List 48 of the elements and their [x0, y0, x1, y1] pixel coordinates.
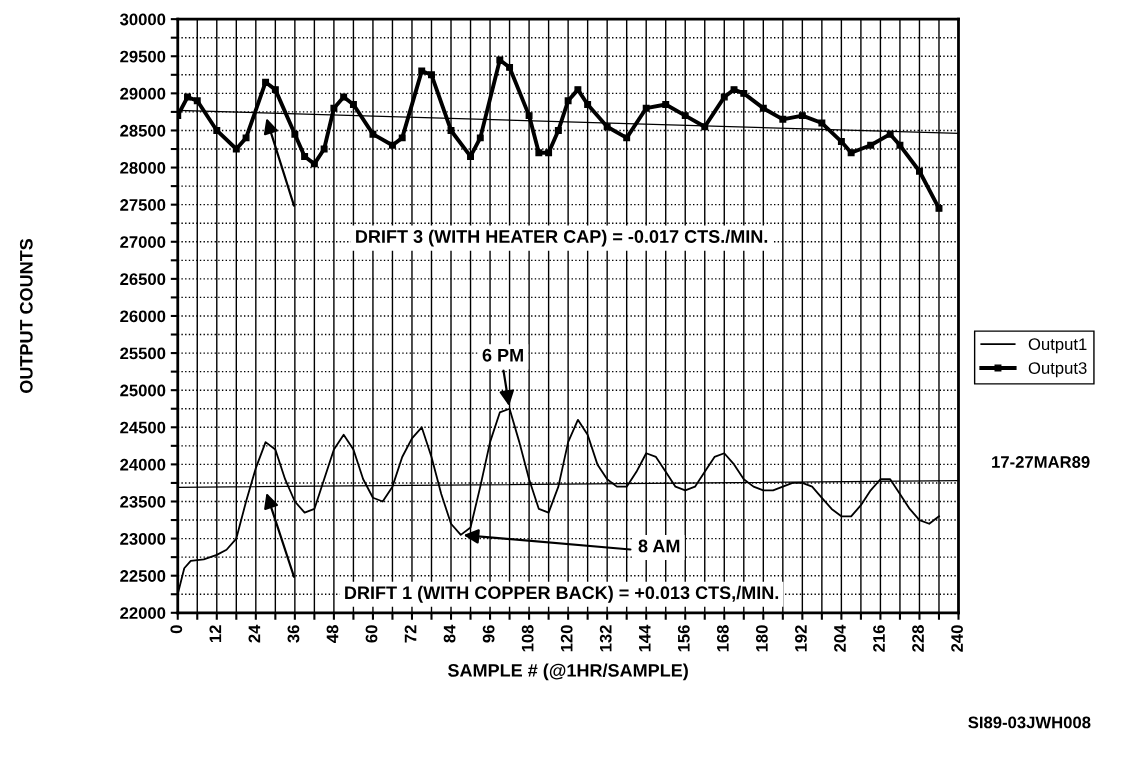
x-tick-label: 132 [599, 625, 612, 652]
text: 17-27MAR89 [992, 456, 1090, 468]
y-tick-label: 26500 [120, 273, 166, 286]
y-tick-label: 28000 [120, 161, 166, 174]
x-tick-label: 24 [248, 624, 261, 643]
x-tick-label: 0 [170, 625, 183, 634]
x-tick-label: 204 [834, 624, 846, 652]
y-tick-label: 28500 [120, 124, 166, 137]
y-tick-label: 27500 [120, 199, 166, 211]
x-tick-label: 72 [404, 625, 417, 643]
x-tick-label: 192 [795, 625, 807, 652]
x-tick-label: 12 [209, 625, 222, 643]
y-tick-label: 30000 [119, 13, 166, 26]
x-tick-label: 156 [677, 625, 690, 652]
x-tick-label: 108 [521, 625, 534, 652]
x-tick-label: 84 [443, 624, 456, 643]
y-tick-label: 22500 [120, 570, 166, 582]
y-tick-label: 29000 [120, 87, 166, 100]
y-tick-label: 25000 [120, 384, 166, 397]
annotation: 8 AM [638, 539, 680, 553]
y-tick-label: 24000 [120, 458, 166, 471]
x-tick-label: 228 [912, 625, 924, 652]
y-tick-label: 27000 [120, 236, 166, 248]
y-tick-label: 24500 [120, 421, 166, 434]
x-tick-label: 48 [326, 625, 339, 643]
x-tick-label: 168 [716, 625, 729, 652]
x-tick-label: 60 [365, 625, 378, 643]
annotation: 6 PM [482, 348, 523, 362]
y-tick-label: 26000 [120, 310, 166, 323]
y-tick-label: 23000 [120, 532, 166, 545]
legend-label: Output1 [1028, 338, 1087, 354]
y-axis-title: OUTPUT COUNTS [19, 238, 33, 393]
y-tick-label: 23500 [120, 495, 166, 508]
text: SI89-03JWH008 [968, 716, 1091, 729]
x-tick-label: 144 [639, 624, 651, 652]
x-tick-label: 96 [482, 625, 495, 643]
x-tick-label: 216 [873, 625, 885, 652]
y-tick-label: 22000 [120, 607, 166, 619]
x-tick-label: 240 [951, 625, 963, 652]
annotation: DRIFT 1 (WITH COPPER BACK) = +0.013 CTS,/MIN. [345, 585, 779, 603]
y-tick-label: 29500 [120, 50, 166, 63]
annotation: DRIFT 3 (WITH HEATER CAP) = -0.017 CTS./MIN. [356, 229, 768, 247]
legend-label: Output3 [1028, 362, 1087, 378]
y-tick-label: 25500 [120, 347, 166, 360]
x-tick-label: 36 [287, 625, 300, 643]
x-tick-label: 180 [755, 625, 768, 652]
x-axis-title: SAMPLE # (@1HR/SAMPLE) [447, 663, 688, 681]
x-tick-label: 120 [560, 625, 573, 652]
